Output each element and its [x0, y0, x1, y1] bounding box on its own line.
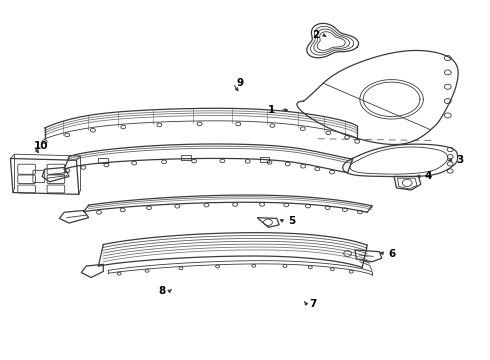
Text: 4: 4	[424, 171, 432, 181]
Text: 1: 1	[268, 105, 275, 115]
Text: 7: 7	[310, 299, 317, 309]
Text: 5: 5	[288, 216, 295, 226]
Text: 10: 10	[33, 141, 48, 151]
Text: 2: 2	[312, 30, 319, 40]
Text: 6: 6	[388, 248, 395, 258]
Text: 9: 9	[237, 78, 244, 88]
Text: 3: 3	[456, 155, 464, 165]
Text: 8: 8	[158, 286, 166, 296]
